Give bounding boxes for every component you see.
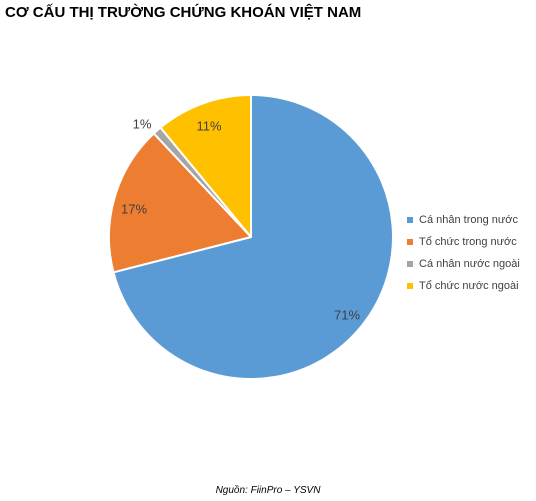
legend-swatch — [407, 261, 413, 267]
slice-label: 71% — [334, 307, 360, 322]
legend-item: Tổ chức trong nước — [407, 231, 520, 253]
slice-label: 17% — [121, 201, 147, 216]
source-note: Nguồn: FiinPro – YSVN — [215, 485, 321, 496]
legend: Cá nhân trong nước Tổ chức trong nước Cá… — [407, 209, 520, 297]
legend-swatch — [407, 283, 413, 289]
pie-slice — [108, 132, 252, 274]
slice-label: 1% — [133, 116, 152, 131]
legend-item: Cá nhân nước ngoài — [407, 253, 520, 275]
legend-label: Cá nhân trong nước — [419, 214, 518, 226]
legend-swatch — [407, 217, 413, 223]
legend-label: Tổ chức trong nước — [419, 236, 517, 248]
legend-swatch — [407, 239, 413, 245]
legend-label: Tổ chức nước ngoài — [419, 280, 519, 292]
legend-item: Tổ chức nước ngoài — [407, 275, 520, 297]
pie-slice — [112, 94, 394, 380]
slice-label: 11% — [196, 118, 221, 133]
legend-item: Cá nhân trong nước — [407, 209, 520, 231]
legend-label: Cá nhân nước ngoài — [419, 258, 520, 270]
chart-title: CƠ CẤU THỊ TRƯỜNG CHỨNG KHOÁN VIỆT NAM — [5, 4, 362, 21]
pie-slice — [159, 94, 252, 238]
